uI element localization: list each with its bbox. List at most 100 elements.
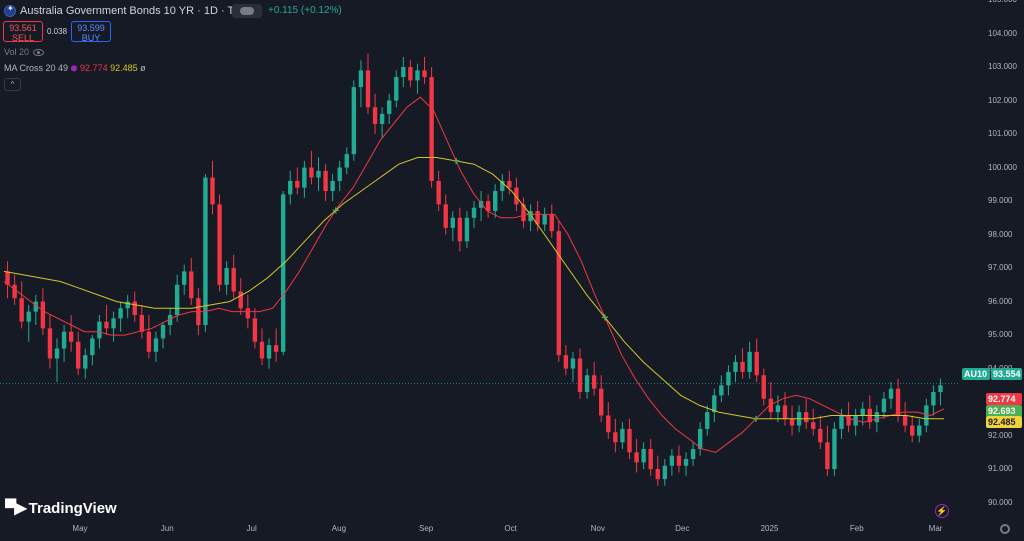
candle[interactable] [104,304,109,336]
candle[interactable] [379,107,385,138]
candle[interactable] [528,204,533,232]
candle[interactable] [167,308,173,336]
candle[interactable] [726,365,731,396]
candle[interactable] [47,314,53,369]
buy-button[interactable]: 93.599 BUY [71,21,111,43]
ma-fast-line[interactable] [3,96,945,453]
candle[interactable] [401,56,406,88]
candle[interactable] [917,418,922,443]
candle[interactable] [365,53,371,114]
candle[interactable] [811,408,816,436]
candle[interactable] [556,221,562,362]
candle[interactable] [351,80,357,161]
candle[interactable] [330,174,335,202]
candle[interactable] [853,408,858,436]
candle[interactable] [782,392,788,426]
candle[interactable] [754,338,759,382]
candle[interactable] [493,184,498,218]
candle[interactable] [386,93,392,124]
candle[interactable] [697,422,703,456]
candle[interactable] [160,321,166,349]
candle[interactable] [740,348,745,379]
candle[interactable] [450,211,455,242]
price-axis[interactable]: 105.000 104.000 103.000 102.000 101.000 100.0… [960,0,1024,516]
candle[interactable] [210,160,215,215]
candle[interactable] [132,291,137,322]
candle[interactable] [139,304,145,339]
candle[interactable] [323,164,328,202]
candle[interactable] [500,174,505,202]
candle[interactable] [577,348,583,399]
collapse-legend-button[interactable]: ^ [4,78,21,91]
candle[interactable] [676,445,682,473]
candle[interactable] [280,190,286,356]
candle[interactable] [33,294,38,326]
candle[interactable] [436,170,441,212]
candle[interactable] [76,331,81,376]
lightning-icon[interactable]: ⚡ [935,504,949,518]
candle[interactable] [146,314,152,359]
candle[interactable] [591,361,597,396]
candle[interactable] [252,308,258,349]
candle[interactable] [302,160,307,198]
candle[interactable] [238,278,243,315]
candle[interactable] [68,314,74,352]
candle[interactable] [768,381,774,419]
candle[interactable] [118,301,123,332]
candle[interactable] [408,60,413,88]
candle[interactable] [910,415,915,443]
candle[interactable] [606,402,611,439]
candle[interactable] [662,459,668,486]
market-status-icon[interactable] [232,4,262,18]
candle[interactable] [690,442,696,466]
candle[interactable] [344,147,349,175]
candle[interactable] [203,174,208,332]
candle[interactable] [832,422,837,476]
candle[interactable] [620,422,625,449]
candle[interactable] [40,288,46,336]
candle[interactable] [683,452,689,476]
candle[interactable] [570,351,576,382]
candle[interactable] [19,281,24,329]
candle[interactable] [542,207,547,232]
candle[interactable] [634,438,639,473]
candle[interactable] [111,311,116,342]
candle[interactable] [295,167,300,195]
candle[interactable] [5,261,10,299]
candle[interactable] [627,418,632,460]
candle[interactable] [358,60,364,108]
candle[interactable] [747,341,752,379]
ma-cross-legend[interactable]: MA Cross 20 49 ⬢ 92.774 92.485 ø [4,63,146,73]
candle[interactable] [599,375,604,423]
candle[interactable] [422,56,427,84]
candle[interactable] [259,328,265,366]
candle[interactable] [669,448,675,476]
candle[interactable] [775,395,781,423]
candle[interactable] [90,335,95,366]
settings-gear-icon[interactable] [1000,524,1010,534]
symbol-title[interactable]: Australia Government Bonds 10 YR · 1D · … [20,5,250,17]
candle[interactable] [803,398,809,429]
candle[interactable] [549,204,554,238]
candle[interactable] [429,67,434,188]
candle[interactable] [394,70,399,108]
candle[interactable] [881,392,887,419]
tradingview-logo[interactable]: ▀▶ TradingView [5,498,117,518]
candle[interactable] [535,201,540,232]
candle[interactable] [931,385,936,416]
candle[interactable] [712,388,717,423]
candle[interactable] [825,425,830,476]
candle[interactable] [288,170,293,205]
candle[interactable] [182,264,187,295]
candle[interactable] [443,194,448,235]
candle[interactable] [273,328,279,362]
candle[interactable] [471,201,477,228]
candle[interactable] [26,304,31,342]
candle[interactable] [818,415,823,449]
candle[interactable] [372,93,378,135]
chart-pane[interactable]: + + + + + [0,0,960,516]
candle[interactable] [174,274,180,322]
candle[interactable] [153,331,159,362]
candle[interactable] [613,418,618,453]
candle[interactable] [705,405,710,436]
